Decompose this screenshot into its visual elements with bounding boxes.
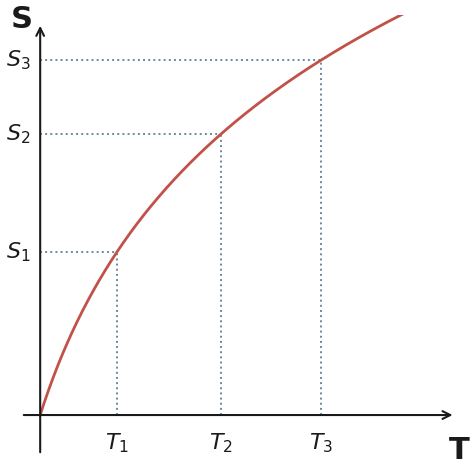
Text: $\mathbf{S}$: $\mathbf{S}$ — [10, 3, 32, 35]
Text: $T_3$: $T_3$ — [309, 431, 333, 455]
Text: $T_1$: $T_1$ — [105, 431, 129, 455]
Text: $\mathbf{T}$: $\mathbf{T}$ — [448, 435, 471, 466]
Text: $S_3$: $S_3$ — [6, 48, 30, 72]
Text: $S_1$: $S_1$ — [6, 240, 30, 264]
Text: $T_2$: $T_2$ — [209, 431, 233, 455]
Text: $S_2$: $S_2$ — [6, 122, 30, 146]
